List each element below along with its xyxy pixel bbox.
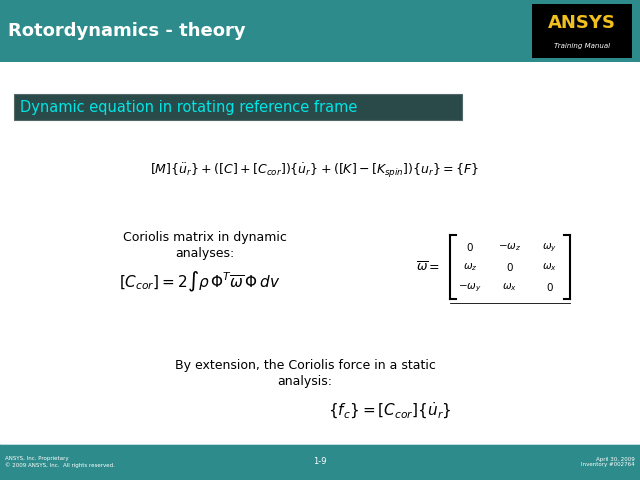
Bar	[0, 0, 640, 62]
Text: $\{f_c\} = [C_{cor}]\{\dot{u}_r\}$: $\{f_c\} = [C_{cor}]\{\dot{u}_r\}$	[328, 400, 452, 420]
Text: $-\omega_z$: $-\omega_z$	[499, 241, 522, 253]
Text: $\omega_x$: $\omega_x$	[543, 262, 557, 273]
Bar	[532, 4, 632, 59]
Text: $\omega_y$: $\omega_y$	[543, 241, 557, 253]
Text: ANSYS: ANSYS	[548, 14, 616, 32]
Text: April 30, 2009
Inventory #002764: April 30, 2009 Inventory #002764	[581, 456, 635, 468]
Text: $-\omega_y$: $-\omega_y$	[458, 281, 482, 294]
Bar	[14, 95, 462, 120]
Text: $\omega_x$: $\omega_x$	[502, 281, 518, 293]
Bar	[0, 444, 640, 480]
Text: analyses:: analyses:	[175, 247, 235, 260]
Text: $[C_{cor}] = 2\int \rho\, \Phi^T \overline{\omega}\, \Phi\, dv$: $[C_{cor}] = 2\int \rho\, \Phi^T \overli…	[119, 270, 281, 294]
Text: $0$: $0$	[546, 281, 554, 293]
Text: Dynamic equation in rotating reference frame: Dynamic equation in rotating reference f…	[20, 100, 357, 115]
Text: 1-9: 1-9	[313, 457, 327, 467]
Text: By extension, the Coriolis force in a static: By extension, the Coriolis force in a st…	[175, 359, 435, 372]
Text: Training Manual: Training Manual	[554, 43, 610, 49]
Text: Coriolis matrix in dynamic: Coriolis matrix in dynamic	[123, 231, 287, 244]
Text: ANSYS, Inc. Proprietary
© 2009 ANSYS, Inc.  All rights reserved.: ANSYS, Inc. Proprietary © 2009 ANSYS, In…	[5, 456, 115, 468]
Text: $0$: $0$	[506, 262, 514, 274]
Text: Rotordynamics - theory: Rotordynamics - theory	[8, 22, 246, 40]
Text: $\omega_z$: $\omega_z$	[463, 262, 477, 273]
Text: analysis:: analysis:	[278, 375, 333, 388]
Text: $[M]\{\ddot{u}_r\} + ([C]+[C_{cor}])\{\dot{u}_r\}+ ([K]-[K_{spin}])\{u_r\} = \{F: $[M]\{\ddot{u}_r\} + ([C]+[C_{cor}])\{\d…	[150, 161, 480, 180]
Text: $0$: $0$	[466, 241, 474, 253]
Text: $\overline{\omega} =$: $\overline{\omega} =$	[416, 261, 440, 274]
